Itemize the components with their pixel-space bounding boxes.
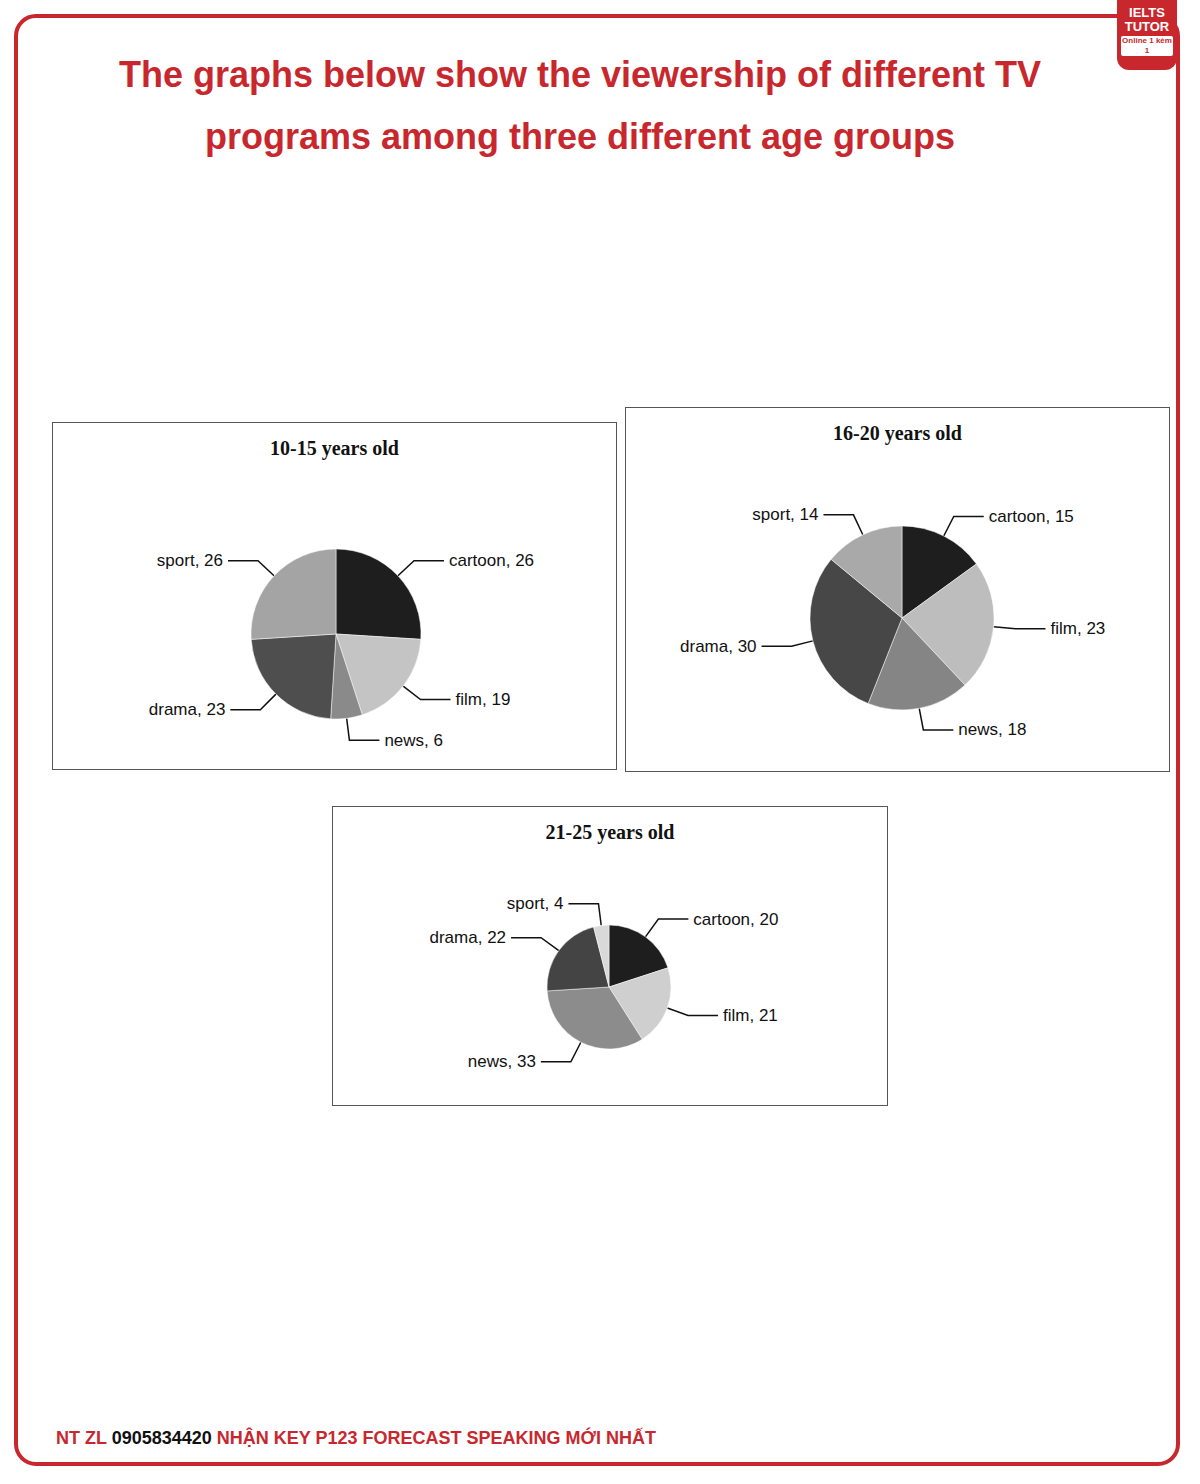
svg-text:sport, 14: sport, 14 [752, 505, 818, 524]
svg-text:news, 6: news, 6 [384, 731, 443, 750]
svg-text:cartoon, 26: cartoon, 26 [449, 551, 534, 570]
svg-text:film, 23: film, 23 [1050, 619, 1105, 638]
html-text:The graphs below show the view: The graphs below show the viewership of … [118, 54, 1042, 157]
svg-text:drama, 23: drama, 23 [149, 700, 226, 719]
svg-text:cartoon, 20: cartoon, 20 [693, 910, 778, 929]
svg-text:sport, 4: sport, 4 [507, 894, 564, 913]
svg-text:drama, 22: drama, 22 [429, 928, 506, 947]
svg-text:cartoon, 15: cartoon, 15 [989, 507, 1074, 526]
svg-text:news, 18: news, 18 [958, 720, 1026, 739]
svg-text:21-25 years old: 21-25 years old [546, 821, 675, 844]
svg-text:news, 33: news, 33 [468, 1052, 536, 1071]
svg-text:drama, 30: drama, 30 [680, 637, 757, 656]
html-text:Online 1 kèm 1: Online 1 kèm 1 [1122, 36, 1172, 55]
svg-text:sport, 26: sport, 26 [157, 551, 223, 570]
svg-text:film, 21: film, 21 [723, 1006, 778, 1025]
html-text:TUTOR: TUTOR [1124, 19, 1170, 34]
svg-text:10-15 years old: 10-15 years old [270, 437, 399, 460]
html-text:IELTS: IELTS [1129, 5, 1165, 20]
svg-text:film, 19: film, 19 [456, 690, 511, 709]
svg-text:16-20 years old: 16-20 years old [833, 422, 962, 445]
html-text:NT ZL 0905834420 NHẬN KEY P123: NT ZL 0905834420 NHẬN KEY P123 FORECAST … [56, 1428, 656, 1448]
